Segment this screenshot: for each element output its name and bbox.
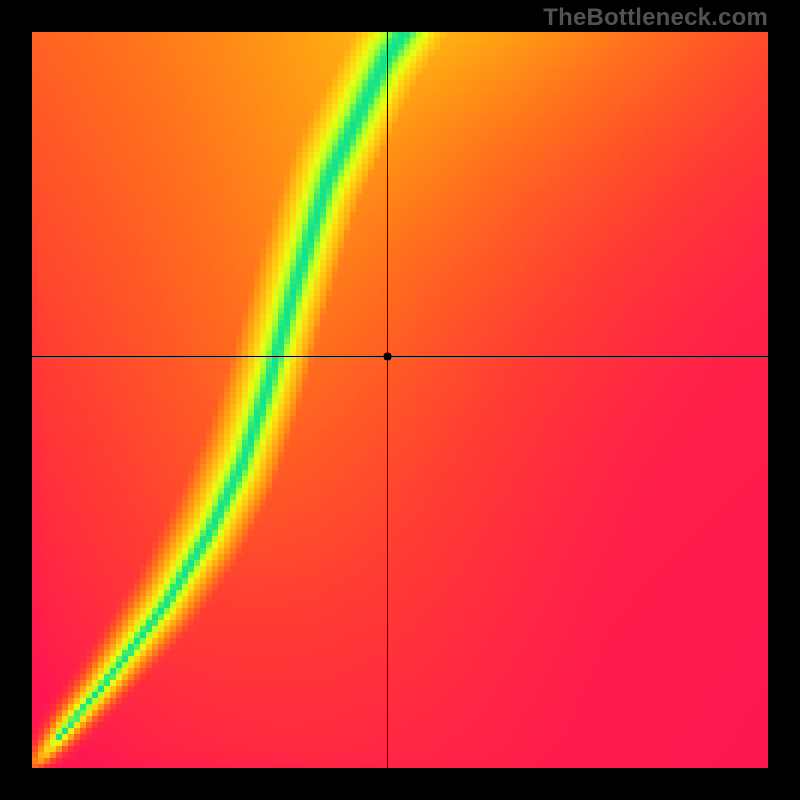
chart-frame: TheBottleneck.com [0, 0, 800, 800]
watermark-text: TheBottleneck.com [543, 4, 768, 32]
heatmap-canvas [32, 32, 768, 768]
